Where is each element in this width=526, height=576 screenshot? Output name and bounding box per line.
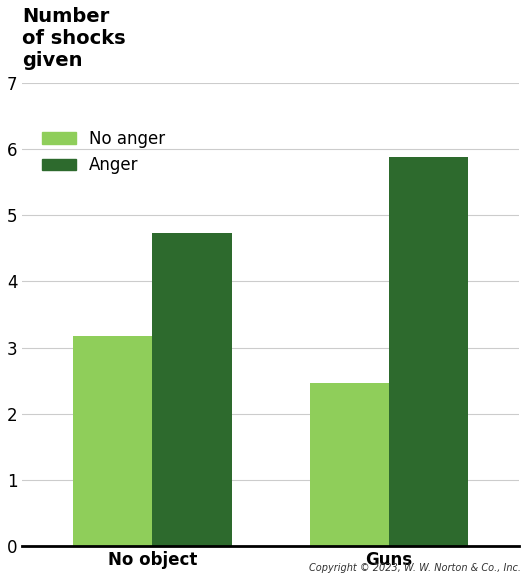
Text: Copyright © 2023, W. W. Norton & Co., Inc.: Copyright © 2023, W. W. Norton & Co., In…	[309, 563, 521, 573]
Bar	[73, 336, 153, 546]
Bar	[310, 382, 389, 546]
Legend: No anger, Anger: No anger, Anger	[36, 123, 172, 181]
Bar	[153, 233, 232, 546]
Bar	[389, 157, 468, 546]
Text: Number
of shocks
given: Number of shocks given	[23, 7, 126, 70]
